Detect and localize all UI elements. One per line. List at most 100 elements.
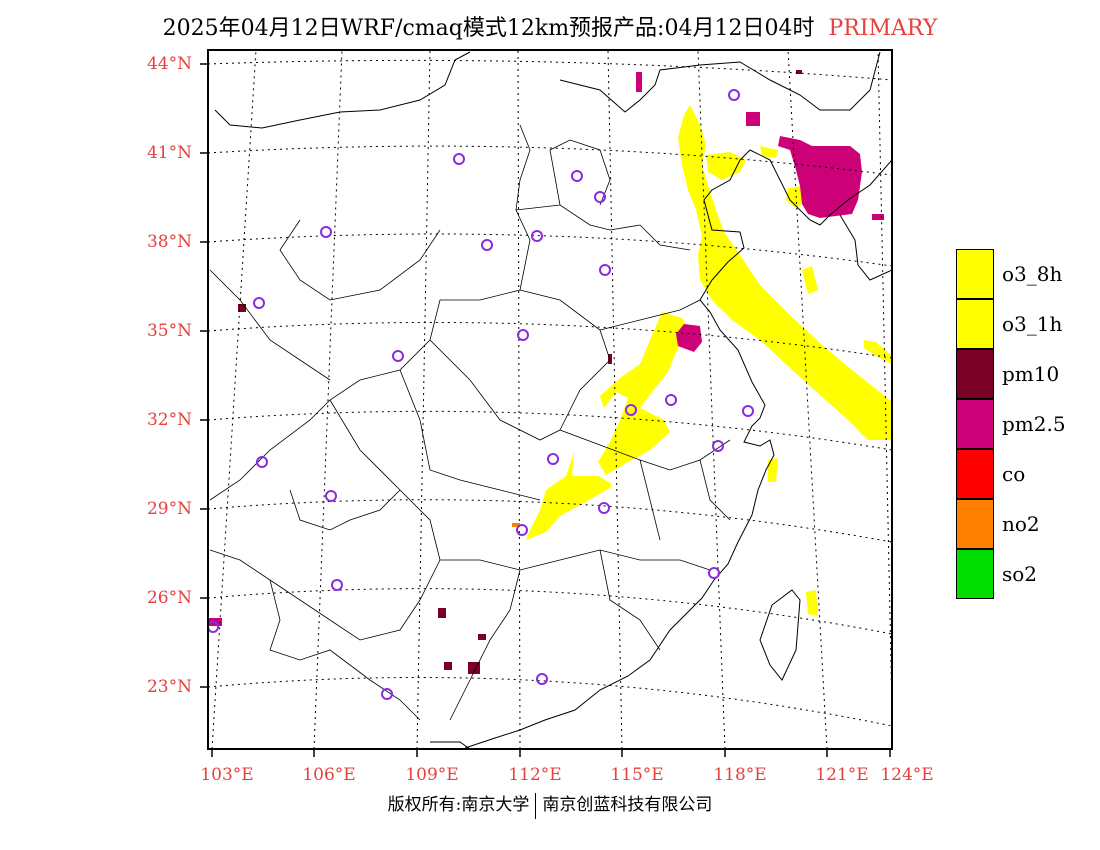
- lat-label-29: 29°N: [146, 499, 192, 519]
- lat-label-38: 38°N: [146, 232, 192, 252]
- legend-label: so2: [1002, 562, 1038, 586]
- legend-swatch: [956, 399, 994, 449]
- legend-swatch: [956, 549, 994, 599]
- station-marker: [536, 673, 548, 685]
- legend-swatch: [956, 499, 994, 549]
- pm10-area-mongolia: [796, 70, 802, 74]
- lon-label-112: 112°E: [508, 765, 562, 785]
- legend-label: o3_8h: [1002, 262, 1063, 286]
- map-title: 2025年04月12日WRF/cmaq模式12km预报产品:04月12日04时 P…: [0, 10, 1100, 42]
- station-marker: [742, 405, 754, 417]
- graticule: [208, 50, 892, 749]
- parallel-41: [208, 145, 892, 176]
- legend-item-co: co: [956, 449, 1096, 499]
- pm25-area-shandong: [676, 324, 702, 352]
- legend-item-no2: no2: [956, 499, 1096, 549]
- ozone-area-east-sea: [864, 340, 892, 364]
- legend-swatch: [956, 249, 994, 299]
- station-marker: [728, 89, 740, 101]
- lat-label-41: 41°N: [146, 143, 192, 163]
- meridian-118: [697, 50, 726, 749]
- legend-item-pm25: pm2.5: [956, 399, 1096, 449]
- lon-label-121: 121°E: [815, 765, 869, 785]
- parallel-23: [208, 676, 892, 727]
- lon-label-103: 103°E: [200, 765, 254, 785]
- station-marker: [625, 404, 637, 416]
- legend-item-o3-1h: o3_1h: [956, 299, 1096, 349]
- ozone-area-yellow-sea: [802, 266, 818, 294]
- ozone-area-northeast: [678, 105, 892, 440]
- meridian-112: [517, 50, 521, 749]
- provincial-borders: [209, 124, 731, 721]
- copyright-left: 版权所有:南京大学: [387, 795, 530, 815]
- lon-label-109: 109°E: [405, 765, 459, 785]
- lon-label-118: 118°E: [713, 765, 767, 785]
- hainan-outline: [430, 741, 471, 749]
- parallel-26: [208, 588, 892, 635]
- footer-divider: [535, 792, 537, 819]
- national-border-north: [214, 51, 881, 129]
- legend-label: o3_1h: [1002, 312, 1063, 336]
- legend-item-o3-8h: o3_8h: [956, 249, 1096, 299]
- station-marker: [331, 579, 343, 591]
- pm25-area-liaoning: [778, 136, 862, 218]
- parallel-38: [208, 233, 892, 267]
- pm10-area-guangxi-1: [438, 608, 446, 618]
- parallel-29: [208, 499, 892, 543]
- pm25-area-inner-mongolia: [636, 72, 642, 92]
- pm10-area-guangdong: [478, 634, 486, 640]
- ozone-area-fujian-coast: [768, 458, 778, 482]
- lon-label-115: 115°E: [610, 765, 664, 785]
- station-markers: [207, 89, 754, 700]
- legend-item-so2: so2: [956, 549, 1096, 599]
- station-marker: [381, 688, 393, 700]
- copyright-footer: 版权所有:南京大学 南京创蓝科技有限公司: [0, 790, 1100, 819]
- station-marker: [547, 453, 559, 465]
- primary-tag: PRIMARY: [828, 16, 938, 41]
- station-marker: [253, 297, 265, 309]
- parallel-44: [208, 59, 892, 81]
- station-marker: [516, 524, 528, 536]
- pm10-area-guangxi-2: [468, 662, 480, 674]
- lat-label-26: 26°N: [146, 588, 192, 608]
- meridian-124: [877, 50, 892, 711]
- pm25-area-jilin: [746, 112, 760, 126]
- legend-label: no2: [1002, 512, 1040, 536]
- meridian-109: [416, 50, 431, 749]
- legend-label: pm2.5: [1002, 412, 1066, 436]
- lon-label-124: 124°E: [880, 765, 934, 785]
- station-marker: [598, 502, 610, 514]
- lat-label-44: 44°N: [146, 54, 192, 74]
- parallel-32: [208, 410, 892, 451]
- station-marker: [712, 440, 724, 452]
- title-text: 2025年04月12日WRF/cmaq模式12km预报产品:04月12日04时: [162, 16, 815, 41]
- meridian-103: [211, 50, 257, 749]
- copyright-right: 南京创蓝科技有限公司: [542, 795, 713, 815]
- korea-coast: [839, 214, 892, 281]
- pollution-areas: [208, 70, 892, 674]
- parallel-35: [208, 321, 892, 359]
- lat-label-35: 35°N: [146, 321, 192, 341]
- station-marker: [665, 394, 677, 406]
- station-marker: [256, 456, 268, 468]
- station-marker: [320, 226, 332, 238]
- legend-swatch: [956, 449, 994, 499]
- meridian-115: [607, 50, 623, 749]
- taiwan-outline: [759, 589, 801, 681]
- meridian-121: [787, 50, 828, 749]
- boundaries: [209, 51, 892, 749]
- coastline: [464, 149, 892, 749]
- legend-swatch: [956, 349, 994, 399]
- legend-label: pm10: [1002, 362, 1060, 386]
- station-marker: [599, 264, 611, 276]
- station-marker: [453, 153, 465, 165]
- pm25-area-korea: [872, 214, 884, 220]
- station-marker: [481, 239, 493, 251]
- lat-label-23: 23°N: [146, 677, 192, 697]
- legend-item-pm10: pm10: [956, 349, 1096, 399]
- legend-label: co: [1002, 462, 1026, 486]
- axis-ticks: [200, 63, 891, 757]
- station-marker: [531, 230, 543, 242]
- station-marker: [708, 567, 720, 579]
